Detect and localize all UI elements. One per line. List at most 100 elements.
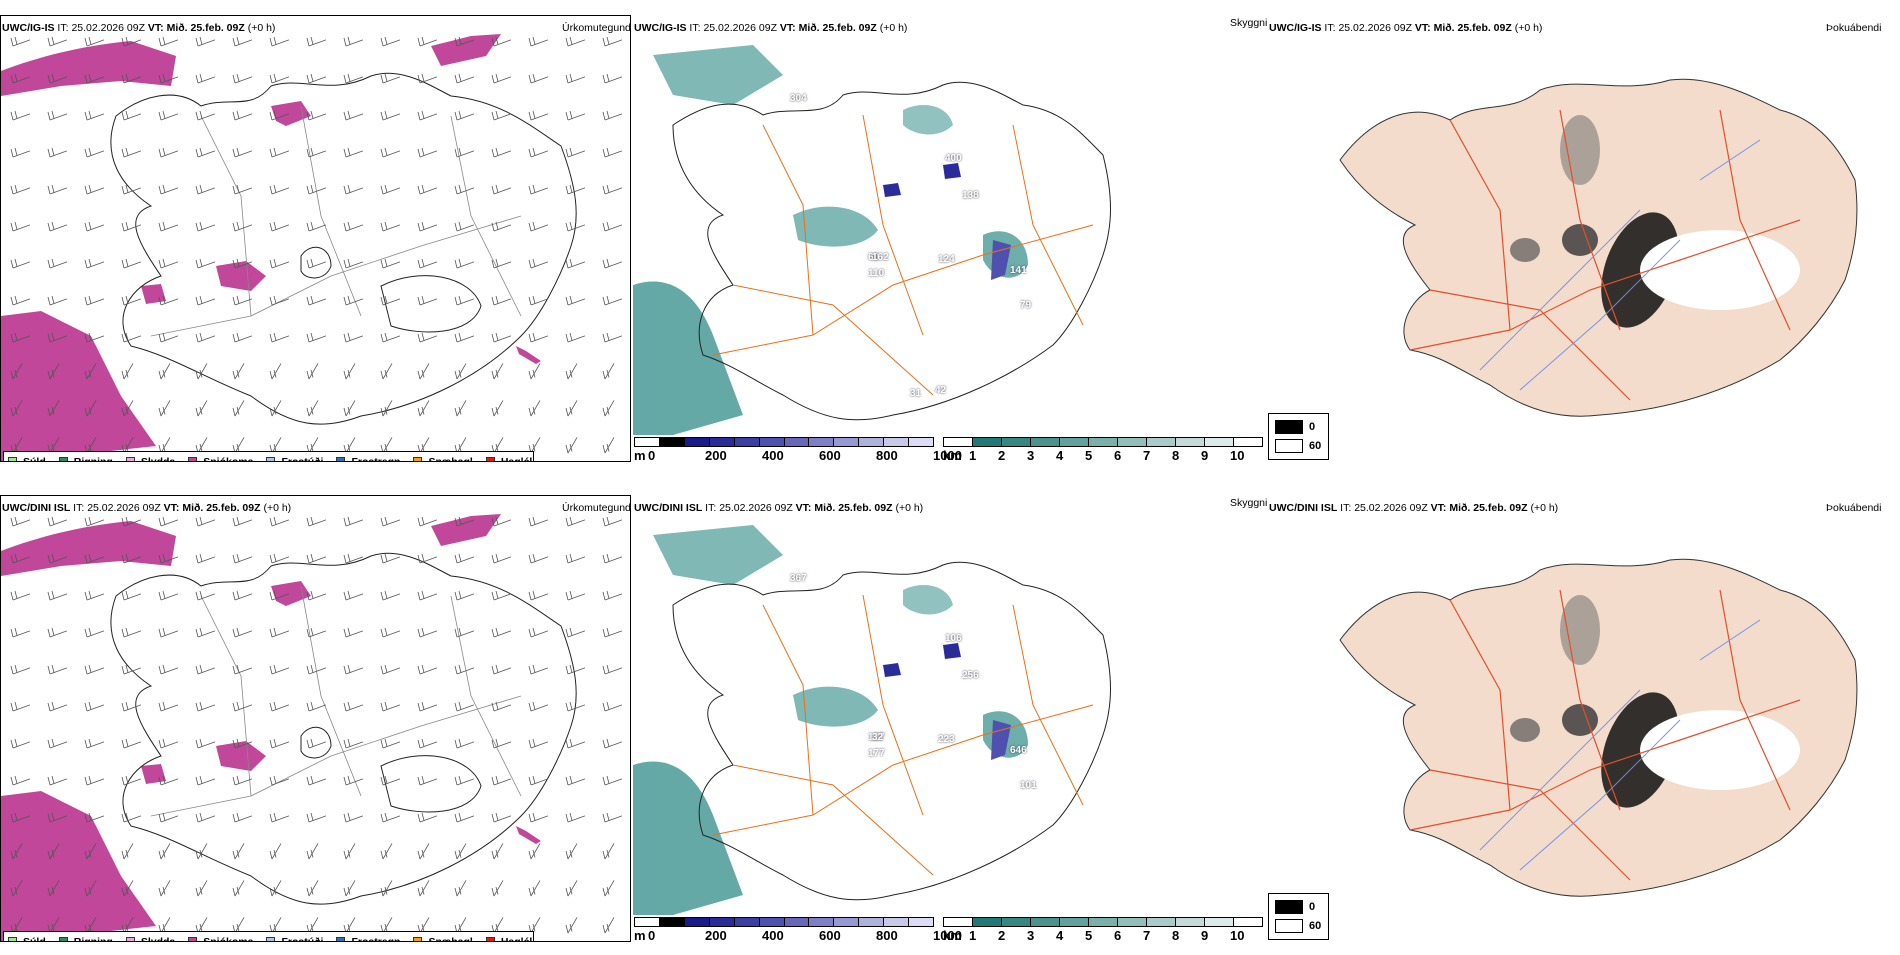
wind-barb <box>343 110 364 121</box>
precip-legend-item: Frostregn <box>336 936 400 941</box>
precip-legend-item: Snæhagl <box>413 456 473 461</box>
wind-barb <box>565 775 586 786</box>
wind-barb <box>47 590 68 601</box>
wind-barb <box>195 110 216 121</box>
wind-barb <box>121 812 142 823</box>
vt-label: VT: <box>795 502 812 514</box>
low-ceiling-area <box>943 163 961 179</box>
panel-header: UWC/IG-IS IT: 25.02.2026 09Z VT: Mið. 25… <box>2 22 275 34</box>
colorbar-tick: 9 <box>1201 448 1209 463</box>
wind-barb <box>195 701 216 712</box>
wind-barb <box>565 400 578 417</box>
colorbar-tick: 400 <box>762 928 784 943</box>
precip-legend-item: Frostúði <box>266 936 324 942</box>
fog-legend-swatch-1 <box>1275 439 1303 453</box>
colorbar-tick: 10 <box>1230 928 1245 943</box>
wind-barb <box>158 295 179 306</box>
wind-barb <box>306 701 327 712</box>
vt-label: VT: <box>147 22 164 34</box>
wind-barb <box>454 36 475 47</box>
wind-barb <box>84 110 105 121</box>
wind-barb <box>491 812 512 823</box>
wind-barb <box>417 36 438 47</box>
snow-area <box>1 41 176 96</box>
wind-barb <box>602 221 623 232</box>
wind-barb <box>528 363 541 380</box>
wind-barb <box>565 332 586 343</box>
model-name: UWC/IG-IS <box>2 22 55 34</box>
wind-barb <box>417 812 438 823</box>
wind-barb <box>84 843 97 860</box>
colorbar-step <box>1089 438 1118 446</box>
wind-barb <box>417 147 438 158</box>
cloud-base-value: 42 <box>935 385 947 396</box>
wind-barb <box>47 400 60 417</box>
wind-barb <box>380 110 401 121</box>
colorbar-tick: 3 <box>1027 928 1035 943</box>
wind-barb <box>158 843 171 860</box>
wind-barb <box>417 627 438 638</box>
legend-swatch <box>336 936 346 941</box>
legend-label: Frostúði <box>281 936 324 942</box>
colorbar-step <box>1176 918 1205 926</box>
wind-barb <box>47 775 68 786</box>
wind-barb <box>454 775 475 786</box>
wind-barb <box>269 843 282 860</box>
wind-barb <box>232 775 253 786</box>
wind-barb <box>232 627 253 638</box>
wind-barb <box>491 516 512 527</box>
wind-barb <box>491 664 512 675</box>
wind-barb <box>195 880 208 897</box>
wind-barb <box>10 110 31 121</box>
wind-barb <box>195 775 216 786</box>
wind-barb <box>10 775 31 786</box>
snow-area <box>216 261 266 291</box>
wind-barb <box>306 332 327 343</box>
fog-legend-swatch-0 <box>1275 420 1303 434</box>
wind-barb <box>417 332 438 343</box>
legend-label: Snjókoma <box>203 936 254 942</box>
wind-barb <box>269 627 290 638</box>
wind-barb <box>10 147 31 158</box>
wind-barb <box>47 701 68 712</box>
wind-barb <box>343 843 356 860</box>
wind-barb <box>380 880 393 897</box>
panel-header: UWC/DINI ISL IT: 25.02.2026 09Z VT: Mið.… <box>1269 502 1558 514</box>
wind-barb <box>232 664 253 675</box>
field-name: Þokuábendi <box>1826 502 1882 514</box>
colorbar-step <box>1234 918 1262 926</box>
wind-barb <box>343 553 364 564</box>
roads <box>150 105 522 337</box>
land <box>1339 78 1858 417</box>
wind-barb <box>10 664 31 675</box>
wind-barb <box>343 738 364 749</box>
legend-swatch <box>188 936 198 941</box>
wind-barb <box>602 516 623 527</box>
wind-barb <box>380 553 401 564</box>
colorbar-tick: 7 <box>1143 928 1151 943</box>
fog-legend-swatch-0 <box>1275 900 1303 914</box>
fog-legend-label-0: 0 <box>1309 901 1316 913</box>
colorbar-tick: 600 <box>819 928 841 943</box>
wind-barb <box>269 295 290 306</box>
wind-barb <box>343 880 356 897</box>
wind-barb <box>528 843 541 860</box>
wind-barb <box>565 221 586 232</box>
cloud-base-value: 31 <box>910 388 922 399</box>
low-visibility-area <box>653 525 783 585</box>
wind-barb <box>121 73 142 84</box>
vt-value: Mið. 25.feb. 09Z <box>798 22 877 34</box>
wind-barb <box>528 627 549 638</box>
wind-barb <box>232 880 245 897</box>
legend-swatch <box>266 456 276 461</box>
it-label: IT: <box>57 22 69 34</box>
wind-barb <box>232 738 253 749</box>
panel-header: UWC/IG-IS IT: 25.02.2026 09Z VT: Mið. 25… <box>634 22 907 34</box>
wind-barb <box>602 295 623 306</box>
legend-swatch <box>188 456 198 461</box>
wind-barb <box>306 738 327 749</box>
wind-barb <box>417 363 430 380</box>
precip-map <box>1 514 577 941</box>
wind-barb <box>195 590 216 601</box>
wind-barb <box>454 221 475 232</box>
